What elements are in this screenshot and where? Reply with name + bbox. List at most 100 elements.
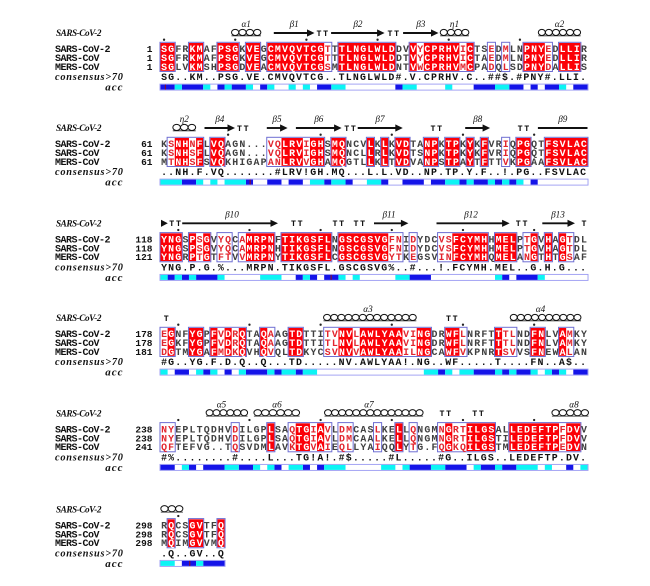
svg-text:V: V bbox=[460, 347, 467, 358]
svg-text:T: T bbox=[524, 243, 531, 254]
svg-text:TP: TP bbox=[446, 148, 460, 159]
svg-text:TD: TD bbox=[289, 329, 303, 340]
svg-text:Q: Q bbox=[168, 520, 175, 531]
svg-text:MERS-CoV: MERS-CoV bbox=[55, 443, 100, 454]
svg-text:T: T bbox=[410, 442, 417, 453]
svg-text:R: R bbox=[581, 53, 588, 64]
svg-text:Q: Q bbox=[261, 329, 268, 340]
svg-text:FN: FN bbox=[531, 338, 545, 349]
svg-text:SA: SA bbox=[275, 433, 289, 444]
svg-text:T: T bbox=[567, 234, 574, 245]
svg-text:I: I bbox=[403, 243, 410, 254]
svg-text:YNG: YNG bbox=[161, 243, 182, 254]
svg-text:KQ: KQ bbox=[453, 442, 467, 453]
svg-text:CS: CS bbox=[175, 529, 189, 540]
svg-text:K: K bbox=[375, 157, 382, 168]
svg-text:D: D bbox=[545, 62, 552, 73]
svg-text:R: R bbox=[182, 252, 189, 263]
svg-text:L: L bbox=[332, 433, 339, 444]
svg-text:β10: β10 bbox=[224, 210, 239, 220]
svg-text:I: I bbox=[403, 234, 410, 245]
svg-text:M: M bbox=[332, 62, 339, 73]
svg-text:VD: VD bbox=[396, 148, 410, 159]
svg-text:NGM: NGM bbox=[417, 433, 438, 444]
svg-text:D: D bbox=[232, 433, 239, 444]
svg-text:TT: TT bbox=[169, 220, 182, 229]
svg-text:178: 178 bbox=[135, 329, 152, 340]
svg-text:M: M bbox=[567, 338, 574, 349]
svg-text:D: D bbox=[225, 347, 232, 358]
svg-text:K: K bbox=[389, 148, 396, 159]
svg-text:KF: KF bbox=[175, 338, 189, 349]
svg-text:K: K bbox=[239, 44, 246, 55]
svg-text:E: E bbox=[545, 53, 552, 64]
svg-text:R: R bbox=[161, 529, 168, 540]
svg-text:LRV: LRV bbox=[282, 157, 303, 168]
svg-text:TT: TT bbox=[317, 30, 330, 39]
svg-text:L: L bbox=[204, 139, 211, 150]
svg-text:D: D bbox=[410, 243, 417, 254]
svg-text:Y: Y bbox=[403, 442, 410, 453]
svg-text:L: L bbox=[268, 433, 275, 444]
svg-text:TT: TT bbox=[431, 125, 444, 134]
svg-text:E: E bbox=[161, 329, 168, 340]
svg-text:N: N bbox=[524, 252, 531, 263]
svg-text:F: F bbox=[560, 424, 567, 435]
svg-text:D: D bbox=[239, 62, 246, 73]
svg-text:V: V bbox=[211, 234, 218, 245]
svg-text:VS: VS bbox=[517, 347, 531, 358]
svg-text:Q: Q bbox=[261, 338, 268, 349]
svg-text:VQ: VQ bbox=[211, 157, 225, 168]
svg-text:LEDEFTP: LEDEFTP bbox=[510, 424, 560, 435]
svg-text:K: K bbox=[474, 139, 481, 150]
svg-text:β7: β7 bbox=[374, 114, 385, 124]
svg-text:Q: Q bbox=[218, 520, 225, 531]
svg-text:NV: NV bbox=[339, 329, 353, 340]
svg-text:F: F bbox=[197, 148, 204, 159]
svg-text:G: G bbox=[446, 442, 453, 453]
svg-text:A: A bbox=[560, 338, 567, 349]
svg-text:NF: NF bbox=[175, 329, 189, 340]
svg-text:TS: TS bbox=[474, 44, 488, 55]
svg-text:MRPN: MRPN bbox=[246, 243, 274, 254]
svg-text:CAS: CAS bbox=[353, 424, 374, 435]
svg-text:R: R bbox=[161, 520, 168, 531]
svg-text:SARS-CoV-2: SARS-CoV-2 bbox=[55, 330, 111, 341]
svg-text:V: V bbox=[538, 243, 545, 254]
svg-text:ILGP: ILGP bbox=[239, 424, 267, 435]
svg-text:NP: NP bbox=[424, 148, 438, 159]
svg-text:TT: TT bbox=[472, 410, 485, 419]
svg-text:EW: EW bbox=[545, 347, 559, 358]
svg-text:PNY: PNY bbox=[524, 62, 545, 73]
svg-text:NGM: NGM bbox=[417, 424, 438, 435]
svg-text:PA: PA bbox=[474, 62, 488, 73]
svg-text:Q: Q bbox=[410, 424, 417, 435]
svg-text:H: H bbox=[545, 252, 552, 263]
svg-text:α2: α2 bbox=[555, 19, 565, 29]
svg-text:PSG: PSG bbox=[218, 44, 239, 55]
svg-text:α8: α8 bbox=[569, 400, 579, 410]
svg-text:MEL: MEL bbox=[496, 252, 517, 263]
svg-text:T: T bbox=[553, 252, 560, 263]
svg-text:S: S bbox=[325, 62, 332, 73]
svg-text:V: V bbox=[268, 347, 275, 358]
svg-text:SG..KM..PSG.VE.CMVQVTCG..TLNGL: SG..KM..PSG.VE.CMVQVTCG..TLNGLWLD#.V.CPR… bbox=[161, 72, 587, 83]
svg-text:YG: YG bbox=[190, 329, 204, 340]
svg-text:E: E bbox=[410, 252, 417, 263]
svg-text:T: T bbox=[538, 252, 545, 263]
svg-text:V: V bbox=[353, 347, 360, 358]
svg-text:S: S bbox=[168, 139, 175, 150]
svg-text:V: V bbox=[311, 442, 318, 453]
svg-text:H: H bbox=[545, 234, 552, 245]
svg-text:DL: DL bbox=[574, 234, 588, 245]
svg-text:L: L bbox=[268, 424, 275, 435]
svg-text:GSCGSVG: GSCGSVG bbox=[339, 234, 389, 245]
svg-text:GSV: GSV bbox=[417, 252, 438, 263]
svg-text:SV: SV bbox=[325, 347, 339, 358]
svg-text:FSVLAC: FSVLAC bbox=[545, 139, 588, 150]
svg-text:AN: AN bbox=[574, 347, 588, 358]
svg-text:D: D bbox=[496, 53, 503, 64]
svg-text:SARS-CoV: SARS-CoV bbox=[55, 530, 100, 541]
svg-text:LV: LV bbox=[545, 329, 559, 340]
svg-text:D: D bbox=[410, 234, 417, 245]
